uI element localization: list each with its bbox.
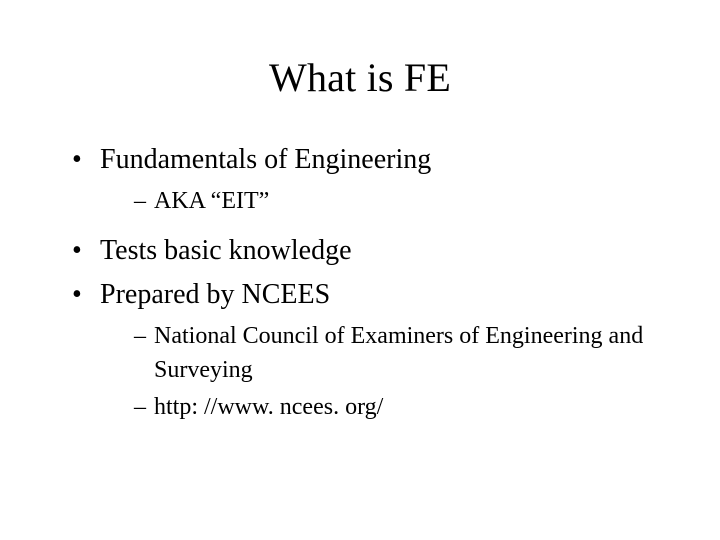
list-item: http: //www. ncees. org/ <box>134 391 660 425</box>
list-item: Tests basic knowledge <box>72 232 660 270</box>
list-item: National Council of Examiners of Enginee… <box>134 320 660 387</box>
list-item: AKA “EIT” <box>134 185 660 219</box>
list-item: Fundamentals of Engineering AKA “EIT” <box>72 141 660 218</box>
slide-title: What is FE <box>0 54 720 101</box>
bullet-text: http: //www. ncees. org/ <box>154 394 383 420</box>
bullet-text: AKA “EIT” <box>154 188 269 214</box>
slide: What is FE Fundamentals of Engineering A… <box>0 54 720 540</box>
bullet-text: Tests basic knowledge <box>100 235 352 266</box>
sub-list: AKA “EIT” <box>100 185 660 219</box>
bullet-list: Fundamentals of Engineering AKA “EIT” Te… <box>0 141 720 425</box>
bullet-text: Prepared by NCEES <box>100 279 330 310</box>
bullet-text: Fundamentals of Engineering <box>100 144 431 175</box>
sub-list: National Council of Examiners of Enginee… <box>100 320 660 425</box>
list-item: Prepared by NCEES National Council of Ex… <box>72 276 660 425</box>
bullet-text: National Council of Examiners of Enginee… <box>154 323 643 383</box>
